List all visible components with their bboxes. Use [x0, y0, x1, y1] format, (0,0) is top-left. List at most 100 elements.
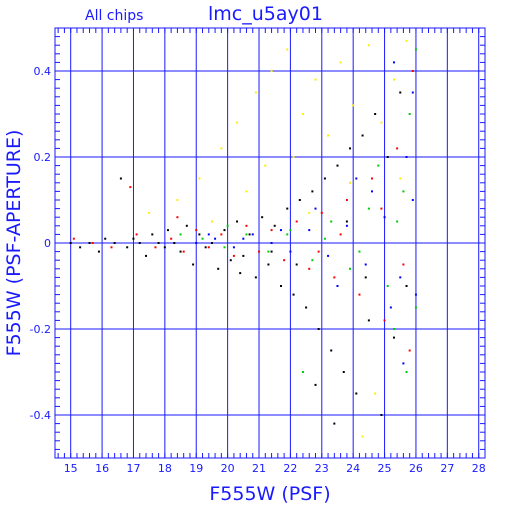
data-point [411, 199, 414, 201]
data-point [311, 259, 314, 262]
data-point [336, 164, 339, 167]
data-point [345, 199, 348, 201]
y-tick-label: -0.4 [30, 409, 51, 422]
data-point [405, 39, 408, 42]
data-point [308, 267, 311, 270]
tick-marks [55, 28, 486, 458]
data-point [367, 44, 370, 47]
data-point [392, 328, 395, 330]
data-point [270, 250, 273, 253]
data-point [217, 267, 220, 270]
data-point [226, 224, 229, 227]
x-tick-label: 21 [252, 462, 266, 475]
data-point [242, 254, 245, 257]
x-tick-labels: 15 16 17 18 19 20 21 22 23 24 25 26 27 28 [64, 462, 486, 475]
data-point [380, 121, 383, 124]
y-tick-label: 0.4 [34, 65, 52, 78]
data-point [79, 246, 82, 249]
data-point [248, 233, 251, 236]
chart-subtitle: All chips [85, 8, 143, 24]
data-point [264, 164, 267, 167]
data-point [345, 220, 348, 223]
data-point [176, 216, 179, 219]
data-point [355, 177, 358, 180]
data-point [371, 177, 374, 180]
data-point [298, 199, 301, 201]
y-tick-label: 0.2 [34, 151, 52, 164]
x-tick-label: 22 [283, 462, 297, 475]
data-point [179, 233, 182, 236]
data-point [352, 104, 355, 107]
data-point [163, 246, 166, 249]
data-point [361, 134, 364, 137]
data-point [129, 186, 132, 189]
data-point [330, 349, 333, 352]
data-points [69, 39, 417, 438]
data-point [305, 306, 308, 309]
data-point [286, 48, 289, 51]
x-tick-label: 16 [95, 462, 109, 475]
data-point [345, 224, 348, 227]
data-point [311, 190, 314, 193]
data-point [383, 216, 386, 219]
data-point [232, 254, 235, 257]
y-tick-label: -0.2 [30, 323, 51, 336]
data-point [179, 250, 182, 253]
x-tick-label: 26 [409, 462, 423, 475]
data-point [91, 242, 94, 244]
data-point [236, 121, 239, 124]
data-point [245, 224, 248, 227]
x-tick-label: 19 [189, 462, 203, 475]
data-point [245, 233, 248, 236]
x-tick-label: 15 [64, 462, 78, 475]
data-point [358, 293, 361, 296]
data-point [292, 156, 295, 158]
data-point [236, 220, 239, 223]
data-point [308, 229, 311, 232]
data-point [374, 113, 377, 115]
data-point [207, 233, 210, 236]
data-point [126, 246, 129, 249]
data-point [148, 211, 151, 214]
data-point [327, 254, 330, 257]
data-point [104, 237, 107, 240]
data-point [173, 242, 176, 244]
data-point [201, 237, 204, 240]
data-point [195, 229, 198, 232]
data-point [408, 113, 411, 115]
data-point [195, 242, 198, 244]
data-point [314, 207, 317, 210]
x-tick-label: 23 [315, 462, 329, 475]
data-point [273, 224, 276, 227]
data-point [349, 267, 352, 270]
data-point [279, 229, 282, 232]
data-point [132, 237, 135, 240]
data-point [254, 91, 257, 94]
data-point [396, 147, 399, 150]
data-point [383, 319, 386, 322]
y-tick-label: 0 [44, 237, 51, 250]
data-point [301, 371, 304, 373]
data-point [349, 181, 352, 184]
data-point [364, 276, 367, 279]
data-point [157, 242, 160, 244]
data-point [367, 319, 370, 322]
data-point [210, 220, 213, 223]
data-point [402, 362, 405, 365]
data-point [210, 242, 213, 244]
data-point [405, 285, 408, 287]
x-tick-label: 18 [158, 462, 172, 475]
x-tick-label: 24 [346, 462, 360, 475]
data-point [405, 371, 408, 373]
data-point [110, 246, 113, 249]
data-point [289, 250, 292, 253]
data-point [411, 70, 414, 72]
x-tick-label: 28 [472, 462, 486, 475]
data-point [220, 147, 223, 150]
data-point [220, 233, 223, 236]
data-point [223, 246, 226, 249]
data-point [320, 211, 323, 214]
data-point [289, 229, 292, 232]
data-point [323, 177, 326, 180]
x-axis-label: F555W (PSF) [209, 483, 330, 505]
